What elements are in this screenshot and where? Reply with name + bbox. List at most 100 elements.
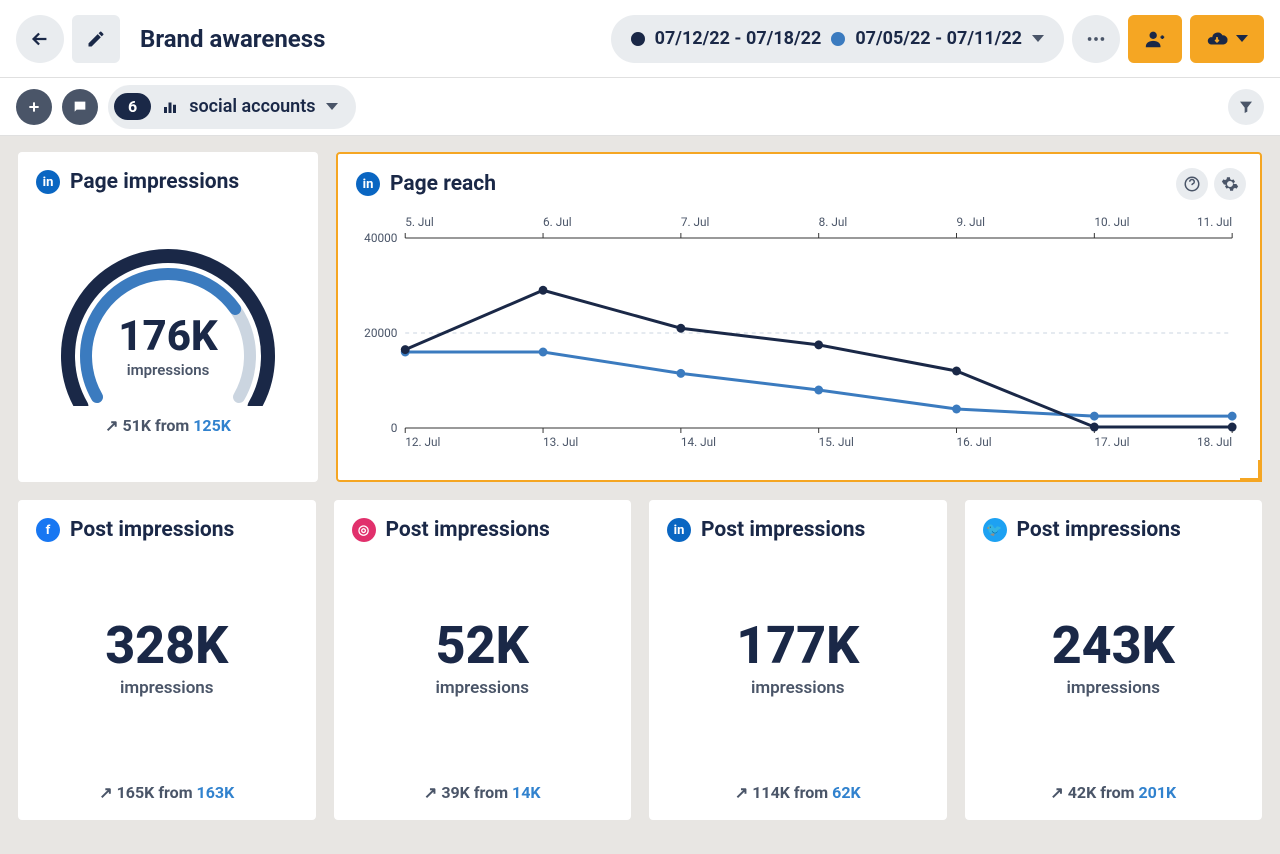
metric-sublabel: impressions	[983, 678, 1245, 698]
delta-value: 114K from	[752, 783, 828, 802]
twitter-icon: 🐦	[983, 518, 1007, 542]
edit-button[interactable]	[72, 15, 120, 63]
metric-value: 177K	[667, 620, 929, 672]
line-chart: 020000400005. Jul6. Jul7. Jul8. Jul9. Ju…	[356, 208, 1242, 458]
svg-text:6. Jul: 6. Jul	[543, 215, 572, 229]
linkedin-icon: in	[667, 518, 691, 542]
add-widget-button[interactable]	[16, 89, 52, 125]
svg-text:11. Jul: 11. Jul	[1197, 215, 1232, 229]
more-button[interactable]	[1072, 15, 1120, 63]
cloud-download-icon	[1206, 28, 1228, 50]
top-bar: Brand awareness 07/12/22 - 07/18/22 07/0…	[0, 0, 1280, 78]
delta-link[interactable]: 163K	[197, 783, 235, 802]
metric-card-twitter: 🐦 Post impressions 243K impressions ↗ 42…	[965, 500, 1263, 820]
page-title: Brand awareness	[140, 25, 603, 53]
metric-delta: ↗ 39K from 14K	[352, 783, 614, 802]
linkedin-icon: in	[36, 170, 60, 194]
accounts-label: social accounts	[189, 96, 315, 117]
metric-card-instagram: ◎ Post impressions 52K impressions ↗ 39K…	[334, 500, 632, 820]
metric-delta: ↗ 114K from 62K	[667, 783, 929, 802]
help-button[interactable]	[1176, 168, 1208, 200]
pencil-icon	[86, 29, 106, 49]
metric-sublabel: impressions	[352, 678, 614, 698]
trend-up-icon: ↗	[1050, 783, 1063, 802]
delta-value: 39K from	[441, 783, 508, 802]
date-dot-1	[631, 32, 645, 46]
card-title: Post impressions	[701, 518, 865, 542]
delta-link[interactable]: 201K	[1138, 783, 1176, 802]
linkedin-icon: in	[356, 172, 380, 196]
card-actions	[1176, 168, 1246, 200]
metric-value: 328K	[36, 620, 298, 672]
card-title: Page impressions	[70, 170, 239, 194]
svg-text:17. Jul: 17. Jul	[1094, 435, 1129, 449]
back-button[interactable]	[16, 15, 64, 63]
card-header: in Page impressions	[36, 170, 300, 194]
chevron-down-icon	[326, 103, 338, 110]
delta-link[interactable]: 125K	[193, 416, 231, 435]
svg-text:10. Jul: 10. Jul	[1094, 215, 1129, 229]
plus-icon	[26, 99, 42, 115]
gauge: 176K impressions	[38, 206, 298, 386]
page-impressions-card: in Page impressions 176K impressions ↗ 5…	[18, 152, 318, 482]
user-plus-icon	[1144, 28, 1166, 50]
chevron-down-icon	[1236, 35, 1248, 42]
dashboard: in Page impressions 176K impressions ↗ 5…	[0, 136, 1280, 836]
trend-up-icon: ↗	[735, 783, 748, 802]
metric-card-facebook: f Post impressions 328K impressions ↗ 16…	[18, 500, 316, 820]
card-title: Post impressions	[70, 518, 234, 542]
svg-text:0: 0	[391, 421, 398, 435]
date-range-1: 07/12/22 - 07/18/22	[655, 28, 822, 49]
svg-text:40000: 40000	[364, 231, 397, 245]
help-icon	[1183, 175, 1201, 193]
metric-delta: ↗ 42K from 201K	[983, 783, 1245, 802]
bars-icon	[161, 98, 179, 116]
funnel-icon	[1238, 99, 1254, 115]
gauge-delta: ↗ 51K from 125K	[36, 416, 300, 435]
date-range-selector[interactable]: 07/12/22 - 07/18/22 07/05/22 - 07/11/22	[611, 15, 1064, 63]
add-user-button[interactable]	[1128, 15, 1182, 63]
svg-text:12. Jul: 12. Jul	[405, 435, 440, 449]
card-title: Page reach	[390, 172, 496, 196]
settings-button[interactable]	[1214, 168, 1246, 200]
svg-text:14. Jul: 14. Jul	[681, 435, 716, 449]
date-range-2: 07/05/22 - 07/11/22	[855, 28, 1022, 49]
trend-up-icon: ↗	[105, 416, 118, 435]
card-title: Post impressions	[1017, 518, 1181, 542]
accounts-selector[interactable]: 6 social accounts	[108, 85, 356, 129]
filter-button[interactable]	[1228, 89, 1264, 125]
metric-card-linkedin: in Post impressions 177K impressions ↗ 1…	[649, 500, 947, 820]
gauge-value: 176K	[38, 316, 298, 358]
delta-value: 42K from	[1068, 783, 1135, 802]
delta-link[interactable]: 14K	[512, 783, 541, 802]
card-header: f Post impressions	[36, 518, 298, 542]
svg-text:8. Jul: 8. Jul	[819, 215, 848, 229]
chevron-down-icon	[1032, 35, 1044, 42]
card-header: ◎ Post impressions	[352, 518, 614, 542]
instagram-icon: ◎	[352, 518, 376, 542]
card-header: 🐦 Post impressions	[983, 518, 1245, 542]
metric-value: 243K	[983, 620, 1245, 672]
arrow-left-icon	[29, 28, 51, 50]
metric-sublabel: impressions	[36, 678, 298, 698]
svg-text:20000: 20000	[364, 326, 397, 340]
gear-icon	[1221, 175, 1239, 193]
trend-up-icon: ↗	[99, 783, 112, 802]
metrics-row: f Post impressions 328K impressions ↗ 16…	[18, 500, 1262, 820]
trend-up-icon: ↗	[424, 783, 437, 802]
metric-value: 52K	[352, 620, 614, 672]
card-header: in Page reach	[356, 172, 1242, 196]
delta-link[interactable]: 62K	[832, 783, 861, 802]
svg-text:16. Jul: 16. Jul	[957, 435, 992, 449]
page-reach-card[interactable]: in Page reach 020000400005. Jul6. Jul7. …	[336, 152, 1262, 482]
comment-button[interactable]	[62, 89, 98, 125]
dots-icon	[1085, 28, 1107, 50]
svg-text:15. Jul: 15. Jul	[819, 435, 854, 449]
card-header: in Post impressions	[667, 518, 929, 542]
accounts-count: 6	[114, 93, 151, 120]
download-button[interactable]	[1190, 15, 1264, 63]
date-dot-2	[831, 32, 845, 46]
svg-text:5. Jul: 5. Jul	[405, 215, 434, 229]
svg-text:13. Jul: 13. Jul	[543, 435, 578, 449]
card-title: Post impressions	[386, 518, 550, 542]
